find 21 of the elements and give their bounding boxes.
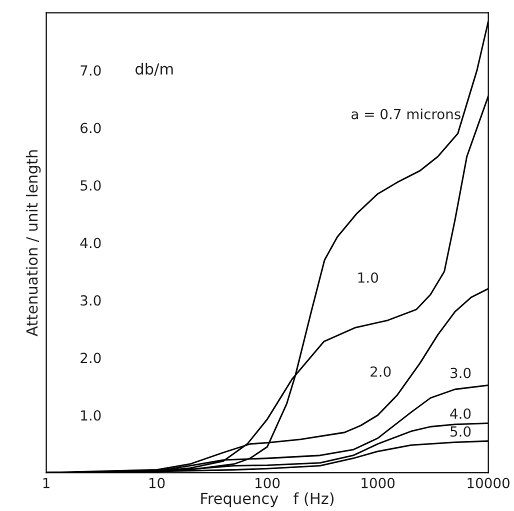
y-tick-label: 7.0 [80,65,101,76]
x-tick-label: 1 [43,478,50,488]
y-tick-label: 4.0 [80,238,101,248]
x-tick-label: 100 [256,478,280,488]
series-label: 4.0 [450,408,471,419]
series-label: 2.0 [370,366,391,377]
y-axis-title: Attenuation / unit length [26,150,41,336]
annotation: db/m [136,62,173,76]
x-tick-label: 10 [149,478,165,488]
y-tick-label: 5.0 [80,180,101,191]
y-tick-label: 3.0 [80,295,101,306]
text: 1.0 [358,272,378,283]
series-label: 3.0 [450,368,471,378]
x-axis-title: Frequency f (Hz) [201,492,334,508]
series-label: 5.0 [450,426,471,437]
x-tick-label: 1000 [362,478,395,488]
series-label: a = 0.7 microns [352,108,460,120]
x-tick-label: 10000 [468,478,510,488]
y-tick-label: 2.0 [80,352,101,364]
y-tick-label: 1.0 [81,410,101,421]
y-tick-label: 6.0 [80,122,101,134]
